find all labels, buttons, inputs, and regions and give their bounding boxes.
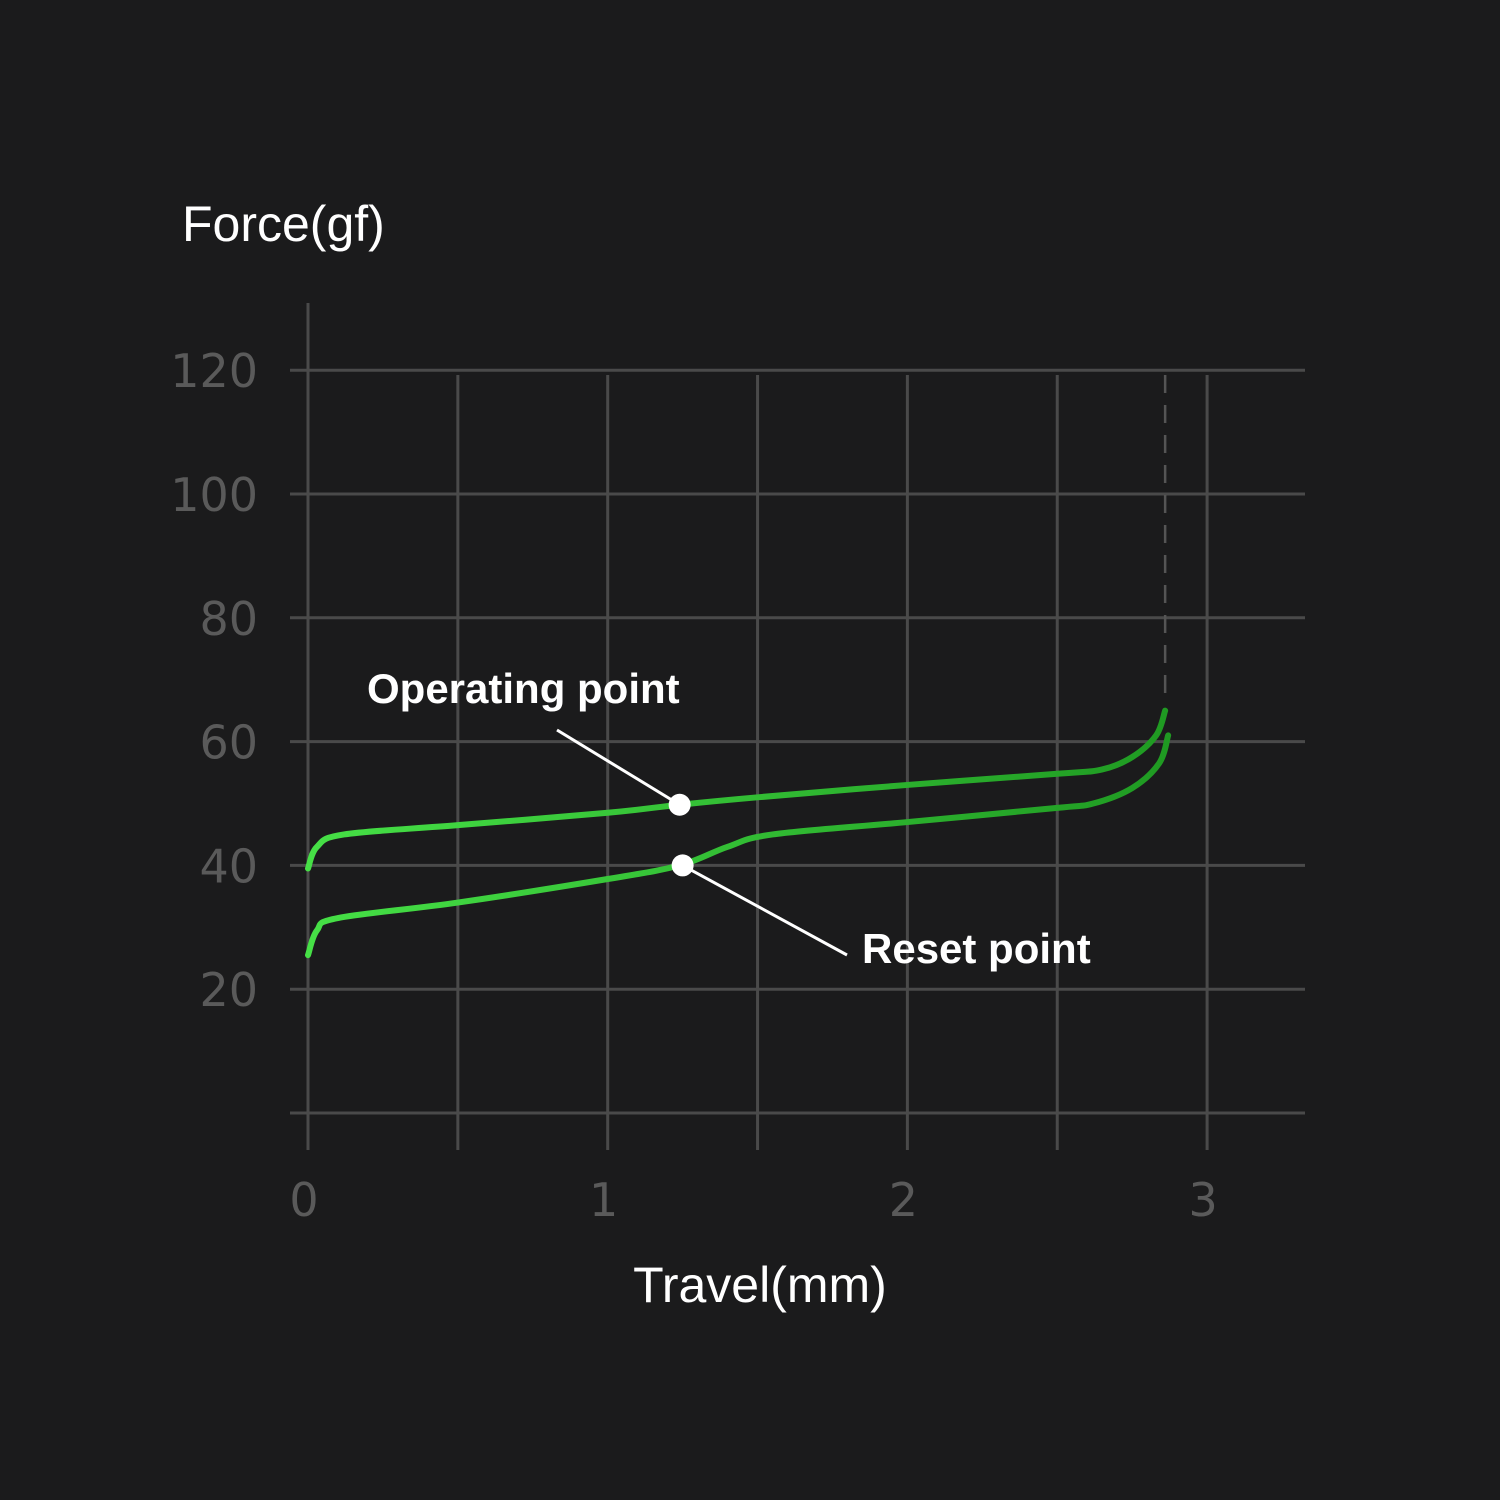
y-tick-label: 80 (199, 592, 258, 646)
y-tick-label: 40 (199, 839, 258, 893)
y-tick-label: 20 (199, 963, 258, 1017)
operating-point-leader (556, 728, 681, 807)
force-curve-press (305, 707, 1169, 872)
ticks: 120 100 80 60 40 20 0 1 2 3 (170, 344, 1218, 1227)
y-tick-label: 100 (170, 468, 258, 522)
annotations: Operating point Reset point (367, 665, 1091, 972)
grid (290, 303, 1305, 1150)
operating-point-label: Operating point (367, 665, 680, 712)
operating-point-marker (668, 793, 691, 816)
x-tick-label: 2 (889, 1173, 918, 1227)
y-tick-label: 120 (170, 344, 258, 398)
force-curve-release (305, 732, 1172, 959)
y-axis-label: Force(gf) (182, 196, 385, 252)
series (305, 707, 1172, 959)
x-tick-label: 0 (289, 1173, 318, 1227)
reset-point-marker (671, 854, 694, 877)
reset-point-label: Reset point (862, 925, 1091, 972)
x-tick-label: 3 (1188, 1173, 1217, 1227)
y-tick-label: 60 (199, 716, 258, 770)
x-tick-label: 1 (589, 1173, 618, 1227)
x-axis-label: Travel(mm) (633, 1257, 887, 1313)
reset-point-leader (681, 864, 848, 957)
